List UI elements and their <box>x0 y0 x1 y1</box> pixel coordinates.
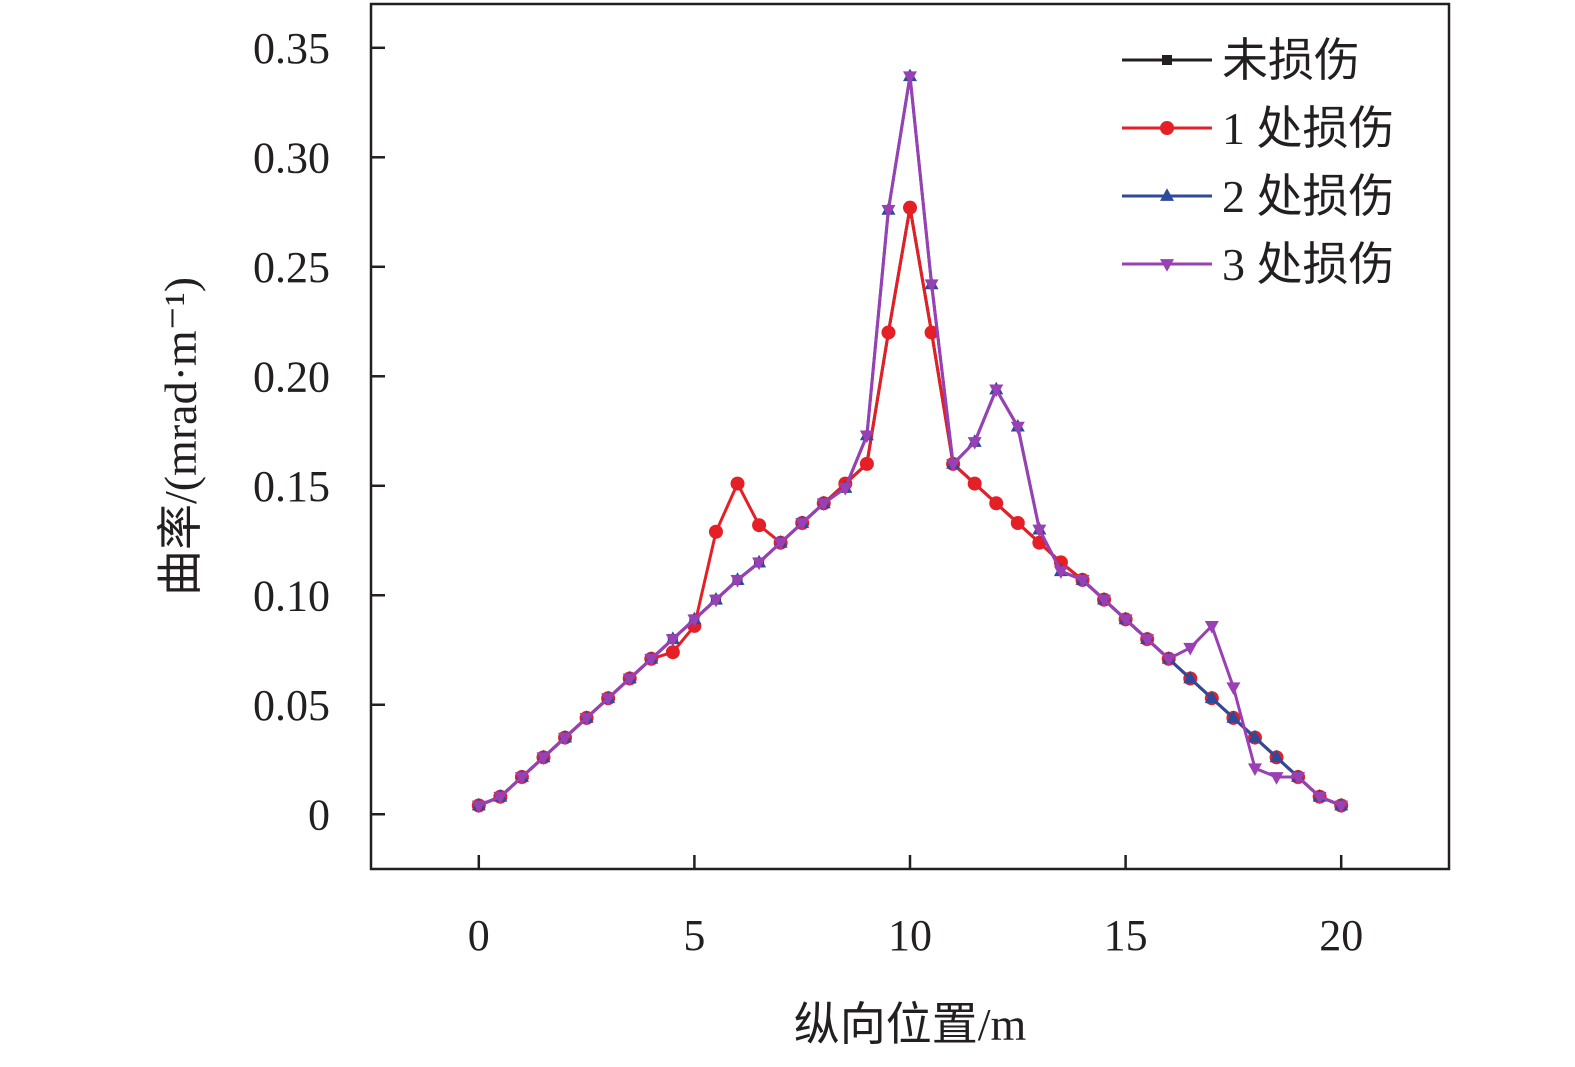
data-point <box>903 200 917 215</box>
data-point <box>558 732 573 746</box>
x-axis-title: 纵向位置/m <box>794 999 1027 1050</box>
x-tick-label: 5 <box>683 911 705 960</box>
legend-label: 1 处损伤 <box>1222 103 1395 154</box>
data-point <box>471 800 486 814</box>
data-point <box>1247 729 1262 743</box>
legend-label: 未损伤 <box>1222 35 1360 86</box>
data-point <box>881 325 896 340</box>
data-point <box>1097 594 1112 608</box>
data-point <box>1226 682 1241 695</box>
y-tick-label: 0.30 <box>253 133 330 182</box>
x-tick-label: 20 <box>1319 911 1363 960</box>
data-point <box>1161 653 1176 667</box>
y-tick-label: 0.20 <box>253 352 330 401</box>
series-layer <box>471 68 1349 814</box>
data-point <box>730 476 745 491</box>
data-point <box>730 575 745 588</box>
data-point <box>924 279 939 293</box>
data-point <box>1010 421 1025 435</box>
data-point <box>859 456 874 471</box>
data-point <box>1334 800 1349 814</box>
data-point <box>1183 642 1198 656</box>
y-axis: 0 0.05 0.10 0.15 0.20 0.25 0.30 0.35 <box>253 24 385 839</box>
legend-label: 3 处损伤 <box>1222 239 1395 290</box>
legend: 未损伤 1 处损伤 2 处损伤 3 处损伤 <box>1122 35 1395 290</box>
legend-marker <box>1160 259 1174 272</box>
x-tick-label: 0 <box>468 911 490 960</box>
series-triangle-down <box>471 71 1349 814</box>
legend-item: 1 处损伤 <box>1122 103 1395 154</box>
data-point <box>1053 566 1068 579</box>
data-point <box>903 71 917 84</box>
data-point <box>1204 690 1219 704</box>
data-point <box>816 498 831 511</box>
data-point <box>752 518 767 533</box>
data-point <box>1183 670 1198 684</box>
legend-item: 2 处损伤 <box>1122 171 1395 222</box>
data-point <box>859 430 874 444</box>
data-point <box>665 634 680 647</box>
y-axis-title: 曲率/(mrad·m⁻¹) <box>155 277 206 596</box>
data-point <box>579 712 594 726</box>
data-point <box>989 496 1004 511</box>
data-point <box>967 476 982 491</box>
y-tick-label: 0.05 <box>253 681 330 730</box>
y-tick-label: 0.25 <box>253 243 330 292</box>
data-point <box>1291 772 1306 785</box>
data-point <box>1269 749 1284 763</box>
data-point <box>795 518 810 531</box>
y-tick-label: 0.35 <box>253 24 330 73</box>
data-point <box>946 458 961 472</box>
data-point <box>1075 575 1090 588</box>
data-point <box>1032 524 1047 538</box>
data-point <box>1118 614 1133 628</box>
data-point <box>773 537 788 551</box>
data-point <box>838 483 853 496</box>
data-point <box>881 204 896 218</box>
x-tick-label: 10 <box>888 911 932 960</box>
data-point <box>708 594 723 608</box>
data-point <box>687 614 702 628</box>
data-point <box>1247 763 1262 776</box>
data-point <box>1269 772 1284 785</box>
data-point <box>1140 634 1155 647</box>
legend-marker <box>1160 121 1174 135</box>
data-point <box>514 772 529 785</box>
data-point <box>622 673 637 687</box>
legend-marker <box>1162 55 1172 65</box>
y-tick-label: 0 <box>308 790 330 839</box>
data-point <box>536 752 551 766</box>
data-point <box>1312 791 1327 805</box>
legend-item: 3 处损伤 <box>1122 239 1395 290</box>
x-axis: 0 5 10 15 20 <box>468 855 1363 960</box>
x-tick-label: 15 <box>1104 911 1148 960</box>
data-point <box>989 384 1004 398</box>
y-tick-label: 0.10 <box>253 571 330 620</box>
legend-item: 未损伤 <box>1122 35 1360 86</box>
data-point <box>1226 710 1241 723</box>
data-point <box>601 693 616 706</box>
legend-marker <box>1160 188 1174 201</box>
data-point <box>752 557 767 571</box>
data-point <box>924 325 939 340</box>
data-point <box>967 437 982 450</box>
data-point <box>1204 621 1219 634</box>
data-point <box>708 524 723 539</box>
data-point <box>644 653 659 667</box>
data-point <box>493 791 508 805</box>
legend-label: 2 处损伤 <box>1222 171 1395 222</box>
y-tick-label: 0.15 <box>253 462 330 511</box>
data-point <box>665 645 680 660</box>
data-point <box>1010 516 1025 530</box>
